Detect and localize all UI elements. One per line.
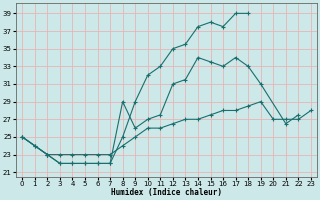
X-axis label: Humidex (Indice chaleur): Humidex (Indice chaleur) <box>111 188 222 197</box>
